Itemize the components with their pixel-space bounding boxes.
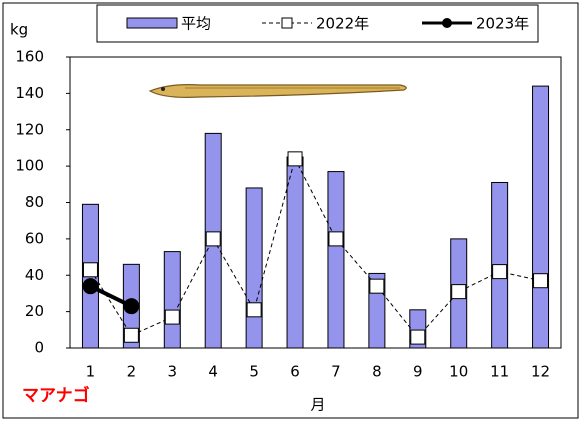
bar	[245, 187, 263, 349]
y-tick-label: 60	[25, 229, 44, 247]
marker	[328, 231, 344, 247]
y-tick-label: 100	[15, 157, 44, 175]
y-tick-label: 40	[25, 266, 44, 284]
x-tick-label: 5	[249, 363, 259, 381]
marker	[533, 273, 549, 289]
x-tick-label: 11	[490, 363, 509, 381]
marker	[82, 262, 98, 278]
fish-illustration	[148, 84, 407, 98]
y-tick-label: 80	[25, 193, 44, 211]
x-tick-label: 3	[168, 363, 178, 381]
bar	[327, 171, 345, 349]
y-tick-label: 0	[34, 339, 44, 357]
annotation: マアナゴ	[22, 385, 90, 406]
x-tick-label: 6	[290, 363, 300, 381]
y-tick-label: 20	[25, 302, 44, 320]
x-tick-label: 12	[531, 363, 550, 381]
y-axis-label: kg	[10, 21, 28, 39]
fish-eye	[161, 87, 165, 91]
marker	[123, 298, 140, 315]
y-tick-label: 140	[15, 84, 44, 102]
marker	[410, 329, 426, 345]
bar	[286, 156, 304, 349]
x-tick-label: 10	[449, 363, 468, 381]
marker	[82, 278, 99, 295]
legend-label: 2022年	[316, 15, 369, 33]
marker	[287, 151, 303, 167]
x-tick-label: 7	[331, 363, 341, 381]
marker	[492, 264, 508, 280]
y-tick-label: 160	[15, 48, 44, 66]
legend-swatch	[126, 17, 178, 29]
x-tick-label: 1	[86, 363, 96, 381]
legend-label: 2023年	[476, 15, 529, 33]
bar	[163, 251, 181, 349]
x-tick-label: 8	[372, 363, 382, 381]
marker	[246, 302, 262, 318]
x-axis-label: 月	[310, 396, 325, 414]
marker	[164, 309, 180, 325]
marker	[205, 231, 221, 247]
marker	[451, 284, 467, 300]
x-tick-label: 2	[127, 363, 137, 381]
y-tick-label: 120	[15, 120, 44, 138]
marker	[369, 278, 385, 294]
legend-label: 平均	[181, 15, 211, 33]
legend-marker	[281, 17, 293, 29]
x-tick-label: 4	[208, 363, 218, 381]
legend-marker	[442, 18, 452, 28]
x-tick-label: 9	[413, 363, 423, 381]
marker	[123, 327, 139, 343]
bar	[532, 85, 550, 349]
